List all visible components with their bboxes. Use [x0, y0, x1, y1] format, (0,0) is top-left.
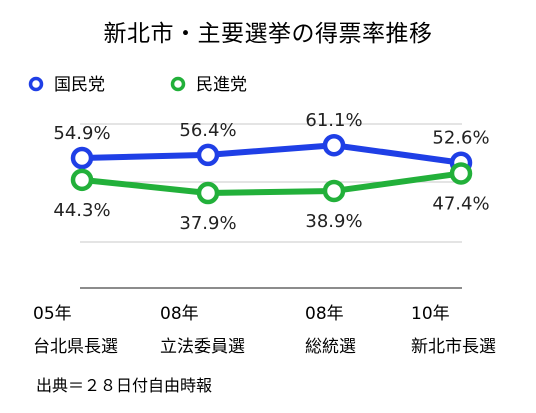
- data-label-1-0: 44.3%: [53, 200, 110, 221]
- data-label-0-3: 52.6%: [432, 128, 489, 149]
- data-point-1-1: [196, 181, 220, 205]
- category-label-3: 新北市長選: [411, 337, 496, 357]
- legend-label-0: 国民党: [54, 75, 105, 95]
- data-label-0-2: 61.1%: [305, 110, 362, 131]
- category-label-2: 総統選: [305, 337, 356, 357]
- data-point-0-2: [322, 133, 346, 157]
- data-label-0-1: 56.4%: [179, 120, 236, 141]
- data-label-1-3: 47.4%: [432, 193, 489, 214]
- data-point-0-0: [70, 146, 94, 170]
- category-year-3: 10年: [411, 304, 450, 324]
- source-note: 出典＝２８日付自由時報: [36, 376, 213, 395]
- category-year-1: 08年: [160, 304, 199, 324]
- category-year-0: 05年: [33, 304, 72, 324]
- data-point-1-3: [449, 162, 473, 185]
- category-year-2: 08年: [305, 304, 344, 324]
- series-line-0: [79, 142, 464, 166]
- category-label-0: 台北県長選: [33, 337, 118, 357]
- data-label-1-1: 37.9%: [179, 213, 236, 234]
- legend-label-1: 民進党: [196, 75, 247, 95]
- data-label-1-2: 38.9%: [305, 211, 362, 232]
- category-label-1: 立法委員選: [160, 337, 245, 357]
- chart-title: 新北市・主要選挙の得票率推移: [103, 21, 433, 47]
- data-point-0-1: [196, 143, 220, 167]
- data-point-1-2: [322, 179, 346, 203]
- legend-marker-1: [170, 76, 186, 92]
- data-point-1-0: [70, 168, 94, 192]
- legend-marker-0: [28, 76, 44, 92]
- data-label-0-0: 54.9%: [53, 123, 110, 144]
- series-line-1: [79, 170, 464, 197]
